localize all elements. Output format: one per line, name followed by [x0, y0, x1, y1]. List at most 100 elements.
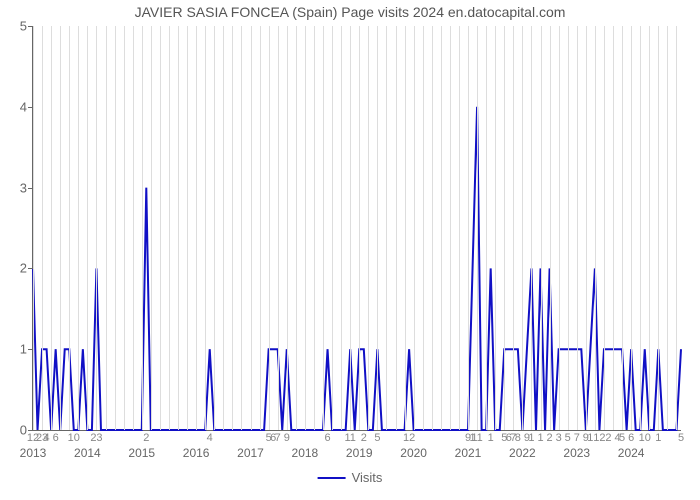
x-year-label: 2022: [509, 446, 536, 460]
x-num-label: 2: [361, 432, 367, 444]
x-num-label: 1: [488, 432, 494, 444]
x-num-label: 6: [53, 432, 59, 444]
x-gridline: [106, 26, 107, 430]
x-num-label: 1: [655, 432, 661, 444]
x-num-label: 9: [284, 432, 290, 444]
x-gridline: [151, 26, 152, 430]
x-gridline: [115, 26, 116, 430]
x-gridline: [432, 26, 433, 430]
x-num-label: 6: [324, 432, 330, 444]
x-gridline: [658, 26, 659, 430]
x-gridline: [160, 26, 161, 430]
x-gridline: [214, 26, 215, 430]
x-gridline: [96, 26, 97, 430]
x-year-label: 2020: [400, 446, 427, 460]
x-gridline: [423, 26, 424, 430]
x-num-label: 1: [528, 432, 534, 444]
x-num-label: 23: [90, 432, 102, 444]
x-gridline: [251, 26, 252, 430]
x-year-label: 2018: [292, 446, 319, 460]
x-gridline: [468, 26, 469, 430]
x-num-label: 4: [44, 432, 50, 444]
x-gridline: [631, 26, 632, 430]
x-gridline: [278, 26, 279, 430]
legend-swatch: [318, 477, 346, 479]
chart-plot-area: 0123452013201420152016201720182019202020…: [32, 26, 681, 431]
x-num-label: 6: [628, 432, 634, 444]
x-year-label: 2023: [563, 446, 590, 460]
x-gridline: [649, 26, 650, 430]
x-gridline: [350, 26, 351, 430]
x-year-label: 2013: [20, 446, 47, 460]
x-num-label: 5: [678, 432, 684, 444]
x-gridline: [196, 26, 197, 430]
x-year-label: 2014: [74, 446, 101, 460]
x-gridline: [205, 26, 206, 430]
x-gridline: [559, 26, 560, 430]
x-year-label: 2024: [618, 446, 645, 460]
x-gridline: [368, 26, 369, 430]
x-gridline: [640, 26, 641, 430]
legend-label: Visits: [352, 470, 383, 485]
x-gridline: [287, 26, 288, 430]
x-year-label: 2021: [455, 446, 482, 460]
x-gridline: [450, 26, 451, 430]
x-gridline: [296, 26, 297, 430]
x-gridline: [577, 26, 578, 430]
x-gridline: [613, 26, 614, 430]
x-gridline: [69, 26, 70, 430]
x-gridline: [504, 26, 505, 430]
x-gridline: [133, 26, 134, 430]
x-gridline: [260, 26, 261, 430]
x-gridline: [323, 26, 324, 430]
x-gridline: [667, 26, 668, 430]
y-tick-label: 3: [20, 180, 27, 195]
x-gridline: [169, 26, 170, 430]
x-gridline: [314, 26, 315, 430]
x-gridline: [531, 26, 532, 430]
y-tick-label: 5: [20, 19, 27, 34]
x-gridline: [142, 26, 143, 430]
x-num-label: 11: [344, 432, 355, 444]
x-gridline: [332, 26, 333, 430]
x-gridline: [486, 26, 487, 430]
x-gridline: [232, 26, 233, 430]
x-num-label: 2: [605, 432, 611, 444]
x-num-label: 10: [639, 432, 651, 444]
x-gridline: [187, 26, 188, 430]
x-gridline: [595, 26, 596, 430]
x-gridline: [386, 26, 387, 430]
x-year-label: 2017: [237, 446, 264, 460]
x-gridline: [51, 26, 52, 430]
x-num-label: 3: [556, 432, 562, 444]
x-year-label: 2016: [183, 446, 210, 460]
x-gridline: [414, 26, 415, 430]
x-gridline: [676, 26, 677, 430]
x-num-label: 10: [68, 432, 80, 444]
x-gridline: [78, 26, 79, 430]
x-num-label: 5: [374, 432, 380, 444]
x-num-label: 11: [471, 432, 482, 444]
x-gridline: [305, 26, 306, 430]
x-gridline: [604, 26, 605, 430]
x-num-label: 7: [275, 432, 281, 444]
x-gridline: [269, 26, 270, 430]
x-num-label: 7: [574, 432, 580, 444]
x-gridline: [477, 26, 478, 430]
x-gridline: [405, 26, 406, 430]
x-gridline: [541, 26, 542, 430]
y-tick-label: 2: [20, 261, 27, 276]
x-gridline: [550, 26, 551, 430]
chart-legend: Visits: [318, 470, 383, 485]
x-gridline: [513, 26, 514, 430]
x-num-label: 5: [619, 432, 625, 444]
x-year-label: 2019: [346, 446, 373, 460]
chart-title: JAVIER SASIA FONCEA (Spain) Page visits …: [0, 4, 700, 20]
x-gridline: [459, 26, 460, 430]
x-gridline: [178, 26, 179, 430]
x-gridline: [124, 26, 125, 430]
x-gridline: [359, 26, 360, 430]
x-num-label: 8: [515, 432, 521, 444]
x-gridline: [241, 26, 242, 430]
visits-line-series: [33, 26, 681, 430]
